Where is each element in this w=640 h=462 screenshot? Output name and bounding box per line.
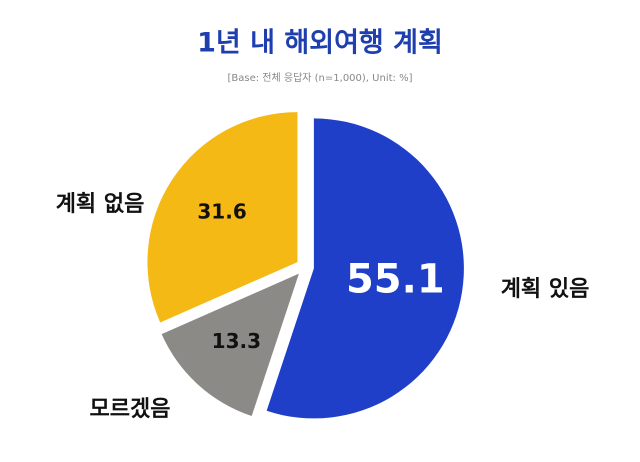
category-label: 모르겠음 [90,397,171,422]
value-label: 13.3 [212,329,261,353]
pie-slice [147,112,298,323]
value-label: 55.1 [346,257,445,303]
chart-title: 1년 내 해외여행 계획 [197,28,443,59]
pie-slice [161,273,299,417]
category-label: 계획 없음 [56,192,145,217]
pie-slice [266,118,464,419]
category-label: 계획 있음 [501,277,590,302]
value-label: 31.6 [197,199,246,223]
chart-subtitle: [Base: 전체 응답자 (n=1,000), Unit: %] [228,72,413,84]
